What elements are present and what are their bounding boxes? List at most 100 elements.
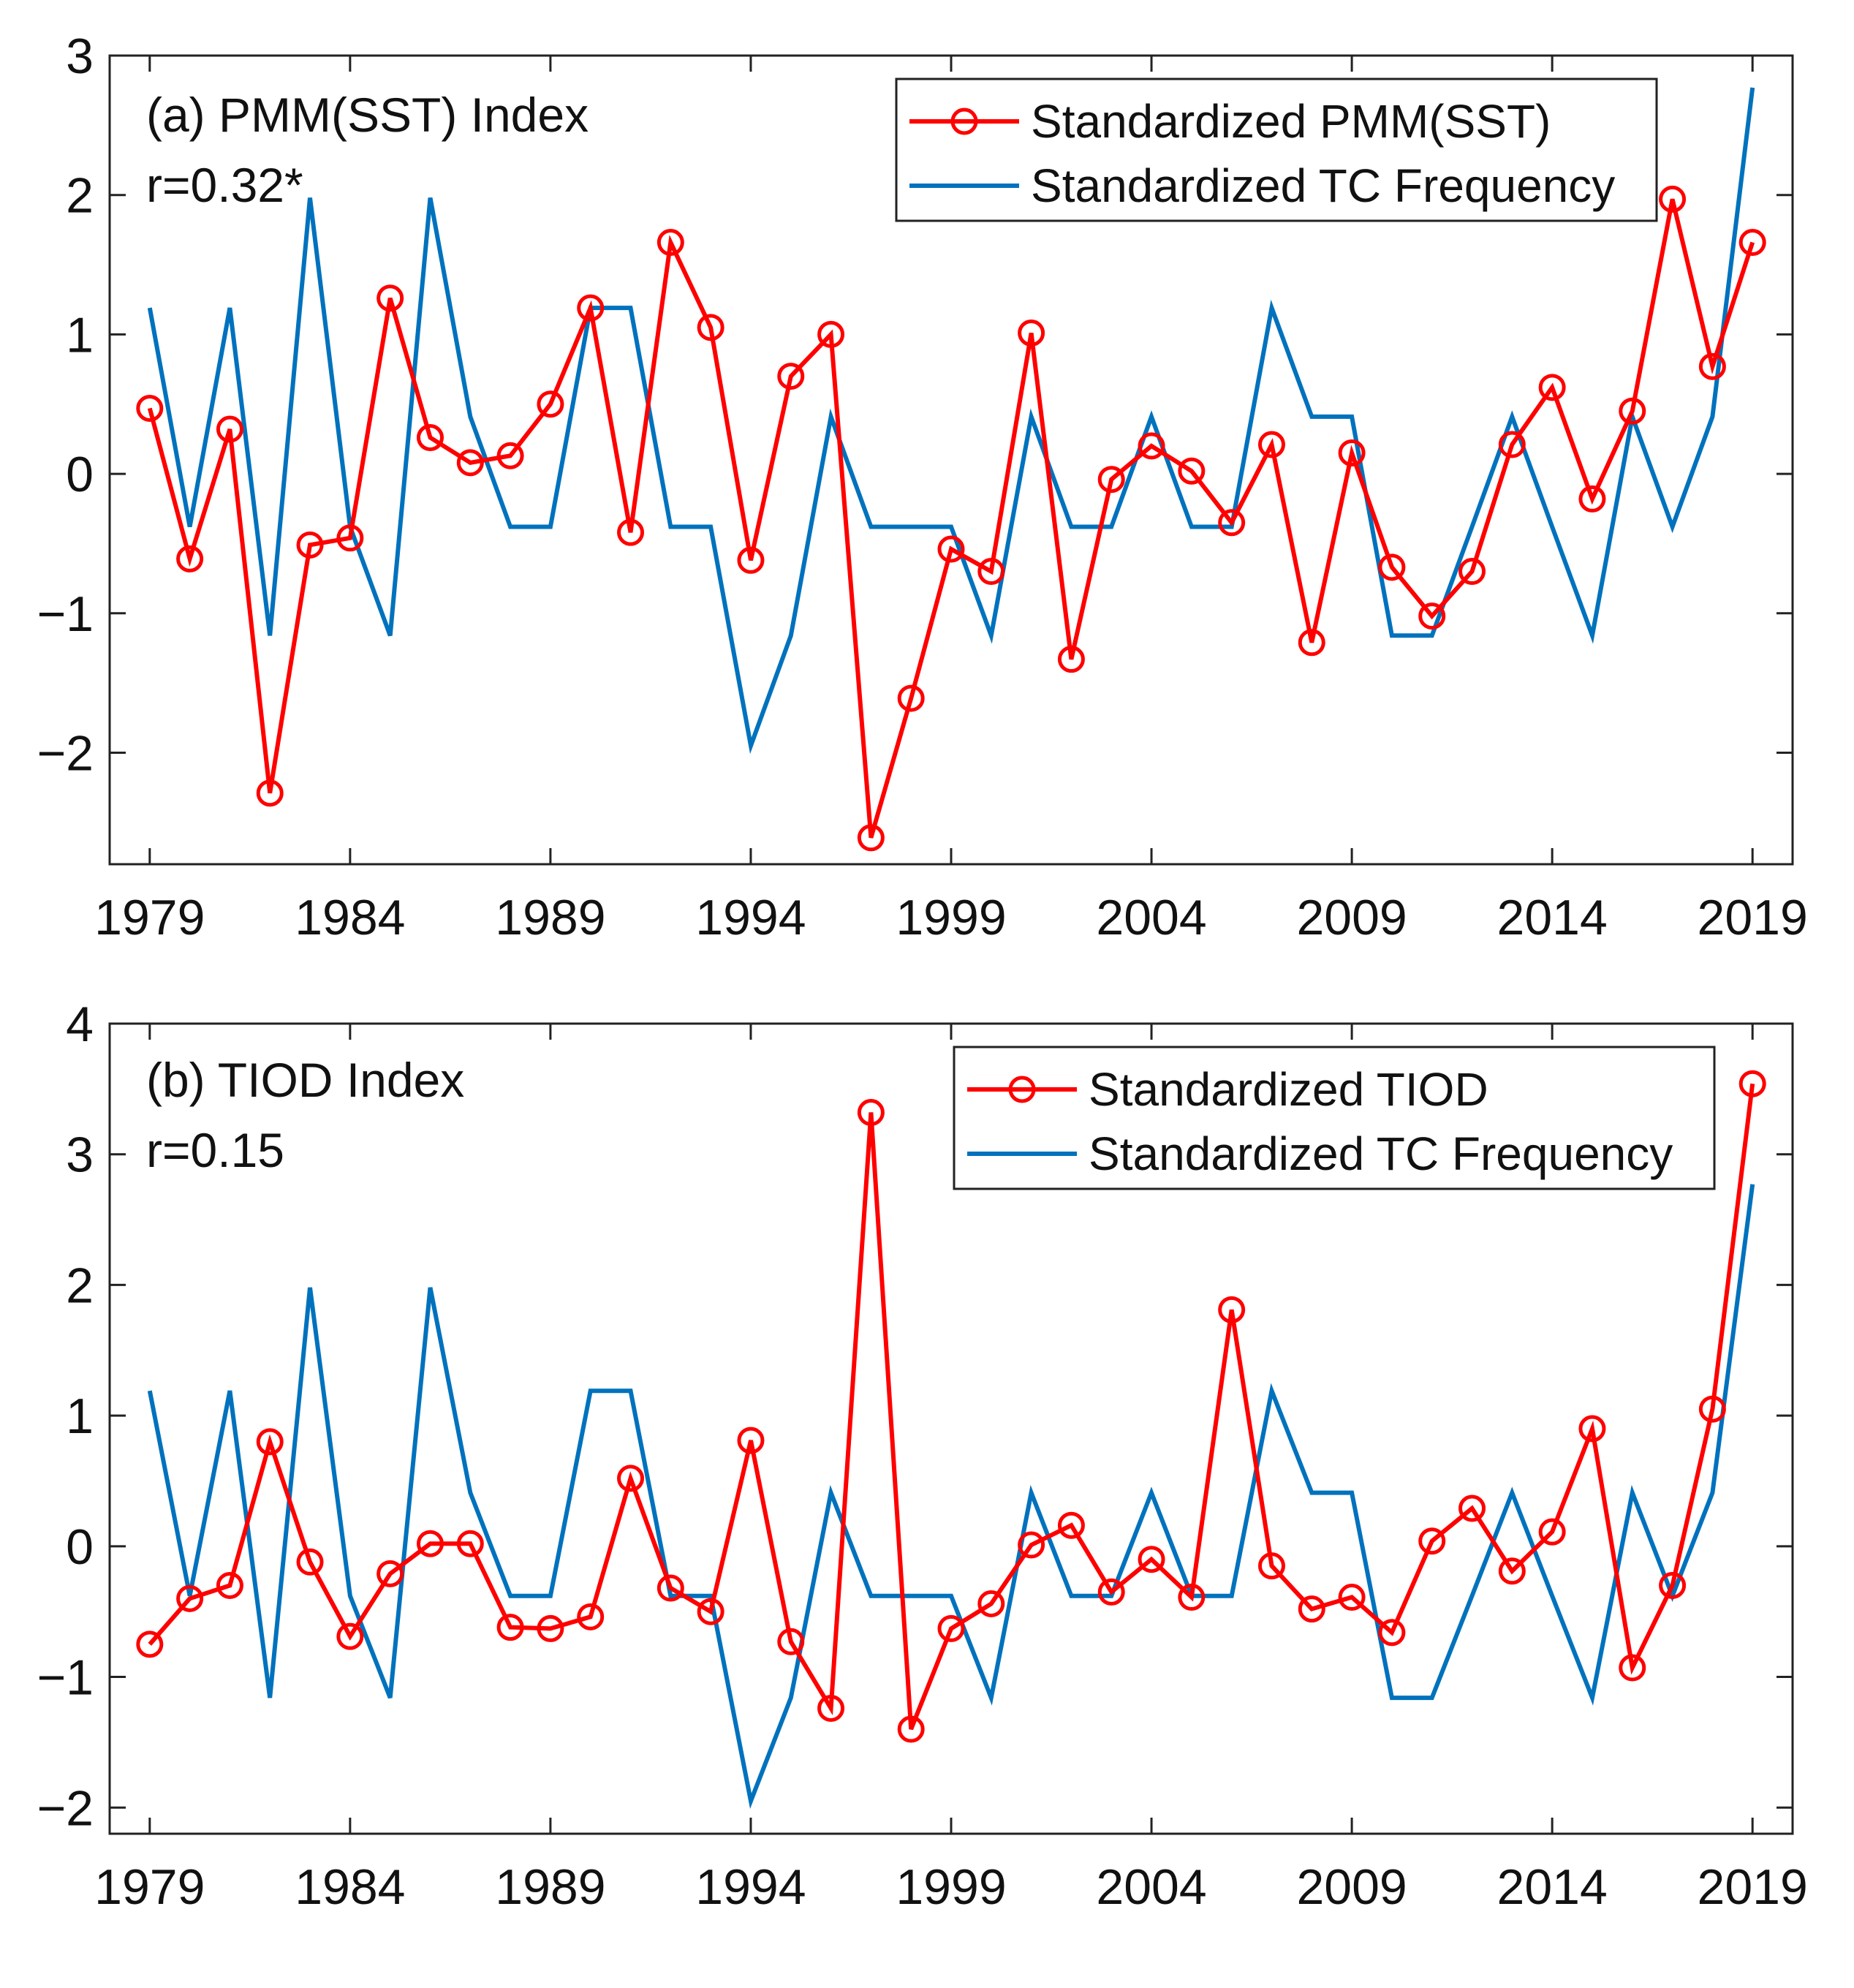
panel-a-data-point: [256, 779, 284, 807]
panel-b-data-point: [216, 1571, 243, 1599]
panel-b-xtick-label: 1989: [495, 1859, 605, 1915]
panel-b-series-tc-frequency-line: [147, 1184, 1755, 1810]
panel-a-xtick-label: 2009: [1296, 890, 1407, 945]
panel-a-legend-box: [895, 78, 1658, 222]
panel-a-data-point: [1619, 397, 1646, 425]
panel-a-data-point: [657, 229, 684, 257]
panel-b-data-point: [176, 1584, 204, 1612]
panel-a-legend: Standardized PMM(SST) Standardized TC Fre…: [895, 78, 1658, 222]
panel-b-data-point: [1018, 1531, 1045, 1559]
panel-a-data-point: [1538, 374, 1566, 401]
panel-b-data-point: [1057, 1511, 1085, 1539]
panel-b-data-point: [737, 1426, 765, 1454]
panel-a-data-point: [1738, 229, 1766, 257]
panel-a-legend-marker: [950, 107, 978, 135]
panel-b-ytick-label: 3: [66, 1127, 94, 1183]
panel-b-ytick-label: −1: [37, 1650, 94, 1706]
panel-b-data-point: [617, 1464, 645, 1492]
panel-a-ytick-label: −2: [37, 725, 94, 781]
panel-b-data-point: [136, 1630, 164, 1658]
panel-a-data-point: [577, 294, 605, 322]
panel-b-xtick-label: 1994: [695, 1859, 806, 1915]
panel-a-legend-label: Standardized PMM(SST): [1031, 95, 1551, 148]
panel-b-correlation-label: r=0.15: [146, 1123, 284, 1177]
panel-b-ytick-label: 1: [66, 1388, 94, 1444]
panel-b-data-point: [537, 1614, 564, 1642]
panel-a-xtick-label: 1999: [896, 890, 1006, 945]
panel-a-data-point: [377, 284, 404, 312]
panel-b-ytick-label: 0: [66, 1519, 94, 1575]
panel-a-data-point: [937, 535, 965, 563]
panel-b-data-point: [496, 1614, 524, 1641]
panel-b-ytick-label: 4: [66, 997, 94, 1052]
panel-b-data-point: [1659, 1571, 1687, 1599]
panel-a-data-point: [1378, 553, 1406, 581]
panel-a-data-point: [977, 558, 1005, 586]
panel-a-data-point: [1698, 352, 1726, 380]
panel-a-data-point: [136, 394, 164, 422]
panel-a-xtick-label: 1979: [94, 890, 205, 945]
panel-a-ytick-label: 1: [66, 307, 94, 363]
panel-a-xtick-label: 2014: [1497, 890, 1608, 945]
panel-b-xtick-label: 2014: [1497, 1859, 1608, 1915]
panel-b-data-point: [416, 1530, 444, 1557]
panel-a-data-point: [456, 449, 484, 477]
panel-b-data-point: [1498, 1557, 1526, 1585]
panel-b-data-point: [577, 1603, 605, 1630]
panel-b-data-point: [817, 1694, 845, 1722]
panel-b-data-point: [1218, 1296, 1246, 1323]
panel-a-data-point: [216, 415, 243, 443]
panel-a-series-tc-frequency-line: [147, 87, 1755, 755]
panel-b-data-point: [1178, 1584, 1206, 1611]
panel-b-title: (b) TIOD Index: [146, 1053, 464, 1107]
panel-b-data-point: [977, 1590, 1005, 1617]
panel-a-data-point: [537, 390, 564, 418]
panel-b-xtick-label: 2019: [1698, 1859, 1808, 1915]
panel-b-data-point: [1298, 1595, 1325, 1623]
panel-b-data-point: [377, 1560, 404, 1587]
panel-a-data-point: [857, 824, 885, 852]
panel-b-tiod: −2 −1 0 1 2 3 4 1979 1984 1989 1994 1999 2004 2009 201…: [37, 997, 1807, 1915]
panel-b-ytick-label: 2: [66, 1258, 94, 1313]
panel-a-data-point: [416, 423, 444, 451]
panel-b-data-point: [857, 1099, 885, 1127]
panel-a-data-point: [1257, 431, 1285, 458]
panel-b-data-point: [1738, 1070, 1766, 1097]
panel-b-data-point: [296, 1548, 324, 1576]
panel-a-xtick-label: 1994: [695, 890, 806, 945]
panel-b-data-point: [1538, 1518, 1566, 1546]
panel-b-data-point: [336, 1622, 364, 1650]
panel-b-xtick-label: 1984: [295, 1859, 405, 1915]
panel-a-data-point: [1498, 431, 1526, 458]
panel-a-xtick-label: 1989: [495, 890, 605, 945]
panel-a-data-point: [1138, 432, 1165, 460]
panel-b-data-point: [897, 1715, 925, 1743]
panel-a-data-point: [176, 545, 204, 572]
panel-a-legend-label: Standardized TC Frequency: [1031, 159, 1615, 212]
panel-a-data-point: [1218, 509, 1246, 537]
panel-a-xtick-label: 1984: [295, 890, 405, 945]
panel-b-data-point: [697, 1598, 724, 1625]
panel-b-series-index-line: [148, 1083, 1755, 1731]
panel-b-data-point: [1698, 1395, 1726, 1423]
panel-b-legend: Standardized TIOD Standardized TC Frequen…: [953, 1046, 1716, 1190]
panel-b-data-point: [1578, 1415, 1606, 1443]
panel-a-data-point: [1338, 439, 1366, 466]
panel-a-data-point: [1298, 629, 1325, 657]
panel-a-ytick-label: 0: [66, 447, 94, 502]
panel-a-data-point: [1057, 646, 1085, 673]
panel-a-data-point: [697, 314, 724, 341]
panel-b-legend-box: [953, 1046, 1716, 1190]
panel-b-data-point: [937, 1614, 965, 1642]
panel-a-data-point: [1418, 602, 1446, 630]
panel-a-data-point: [817, 320, 845, 348]
panel-a-data-point: [1458, 558, 1486, 586]
panel-b-data-point: [777, 1628, 805, 1655]
panel-b-xtick-label: 2009: [1296, 1859, 1407, 1915]
panel-a-data-point: [1178, 457, 1206, 485]
panel-a-xtick-label: 2004: [1096, 890, 1206, 945]
panel-b-legend-marker: [1008, 1076, 1036, 1103]
panel-a-data-point: [1097, 466, 1125, 494]
panel-a-data-point: [617, 518, 645, 546]
